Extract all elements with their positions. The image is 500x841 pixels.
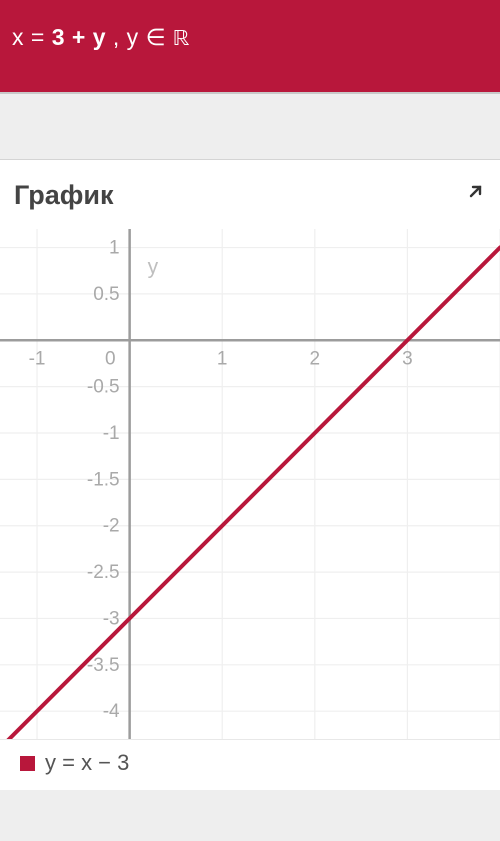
svg-text:1: 1 [109, 238, 120, 259]
section-spacer [0, 92, 500, 160]
graph-panel-header: График [0, 180, 500, 229]
chart-legend: y = x − 3 [0, 739, 500, 790]
graph-panel: График -10123-4-3.5-3-2.5-2-1.5-1-0.50.5… [0, 160, 500, 790]
svg-text:-1: -1 [103, 423, 120, 444]
svg-text:-2.5: -2.5 [87, 562, 120, 583]
expr-reals: ℝ [173, 28, 190, 51]
svg-text:1: 1 [217, 348, 228, 369]
svg-text:-2: -2 [103, 516, 120, 537]
svg-text:-1.5: -1.5 [87, 469, 120, 490]
svg-text:3: 3 [402, 348, 413, 369]
expand-icon[interactable] [456, 181, 486, 211]
chart-area[interactable]: -10123-4-3.5-3-2.5-2-1.5-1-0.50.51y [0, 229, 500, 739]
header-equation: x = 3 + y , y ∈ ℝ [12, 24, 190, 54]
chart-svg: -10123-4-3.5-3-2.5-2-1.5-1-0.50.51y [0, 229, 500, 739]
expr-lhs: x = [12, 24, 52, 50]
svg-text:-1: -1 [29, 348, 46, 369]
svg-text:0: 0 [105, 348, 116, 369]
graph-panel-title: График [14, 180, 114, 211]
expr-comma: , y ∈ [106, 24, 173, 50]
legend-label: y = x − 3 [45, 750, 129, 776]
svg-text:0.5: 0.5 [93, 284, 119, 305]
svg-text:2: 2 [310, 348, 321, 369]
svg-text:-4: -4 [103, 701, 120, 722]
svg-text:-3: -3 [103, 608, 120, 629]
svg-text:-0.5: -0.5 [87, 377, 120, 398]
expr-rhs: 3 + y [52, 24, 106, 50]
legend-swatch [20, 756, 35, 771]
svg-text:y: y [148, 256, 159, 279]
equation-header: x = 3 + y , y ∈ ℝ [0, 0, 500, 92]
